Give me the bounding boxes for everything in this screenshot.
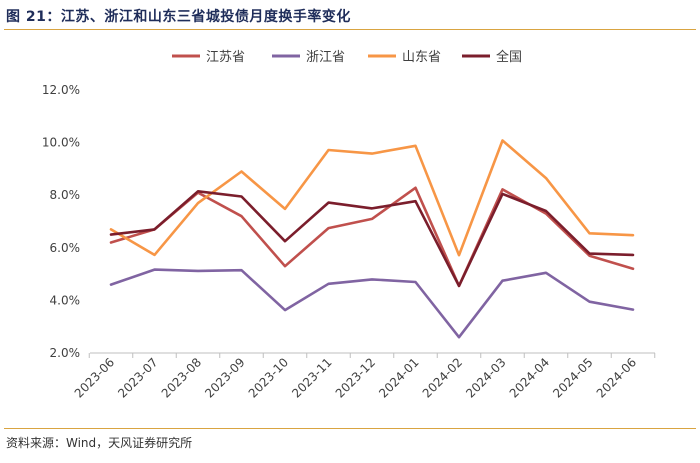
x-tick-label: 2024-02 bbox=[420, 355, 465, 400]
title-divider bbox=[4, 29, 696, 30]
y-tick-label: 2.0% bbox=[50, 346, 81, 360]
source-note: 资料来源：Wind，天风证券研究所 bbox=[6, 436, 193, 450]
series-line bbox=[109, 139, 635, 257]
y-tick-label: 10.0% bbox=[42, 136, 80, 150]
line-chart: 江苏省 浙江省 山东省 全国 2.0% 4.0% 6.0% 8.0% 10.0% 12.0% 2… bbox=[42, 49, 656, 401]
series-lines bbox=[109, 139, 635, 339]
x-tick-label: 2023-08 bbox=[159, 355, 204, 400]
x-tick-label: 2023-09 bbox=[202, 355, 247, 400]
x-tick-label: 2024-01 bbox=[376, 355, 421, 400]
x-tick-label: 2023-07 bbox=[115, 355, 160, 400]
source-divider bbox=[4, 428, 696, 429]
series-line bbox=[109, 190, 635, 288]
x-axis-tick-labels: 2023-062023-072023-082023-092023-102023-… bbox=[72, 353, 656, 401]
legend-label: 江苏省 bbox=[206, 49, 245, 65]
y-tick-label: 8.0% bbox=[50, 188, 81, 202]
legend-label: 浙江省 bbox=[306, 50, 345, 65]
figure-title: 图 21：江苏、浙江和山东三省城投债月度换手率变化 bbox=[6, 9, 351, 25]
x-tick-label: 2023-12 bbox=[333, 355, 378, 400]
y-tick-label: 4.0% bbox=[50, 293, 81, 307]
y-axis-tick-labels: 2.0% 4.0% 6.0% 8.0% 10.0% 12.0% bbox=[42, 83, 80, 360]
x-tick-label: 2023-11 bbox=[289, 355, 334, 400]
y-tick-label: 12.0% bbox=[42, 83, 80, 97]
y-tick-label: 6.0% bbox=[50, 241, 81, 255]
legend-label: 山东省 bbox=[402, 50, 441, 65]
x-tick-label: 2024-06 bbox=[594, 355, 639, 400]
legend: 江苏省 浙江省 山东省 全国 bbox=[172, 49, 522, 65]
x-tick-label: 2023-10 bbox=[246, 355, 291, 400]
x-tick-label: 2024-05 bbox=[550, 355, 595, 400]
series-line bbox=[109, 268, 635, 339]
x-tick-label: 2024-03 bbox=[463, 355, 508, 400]
legend-label: 全国 bbox=[496, 49, 522, 65]
x-tick-label: 2023-06 bbox=[72, 355, 117, 400]
x-tick-label: 2024-04 bbox=[507, 355, 552, 400]
